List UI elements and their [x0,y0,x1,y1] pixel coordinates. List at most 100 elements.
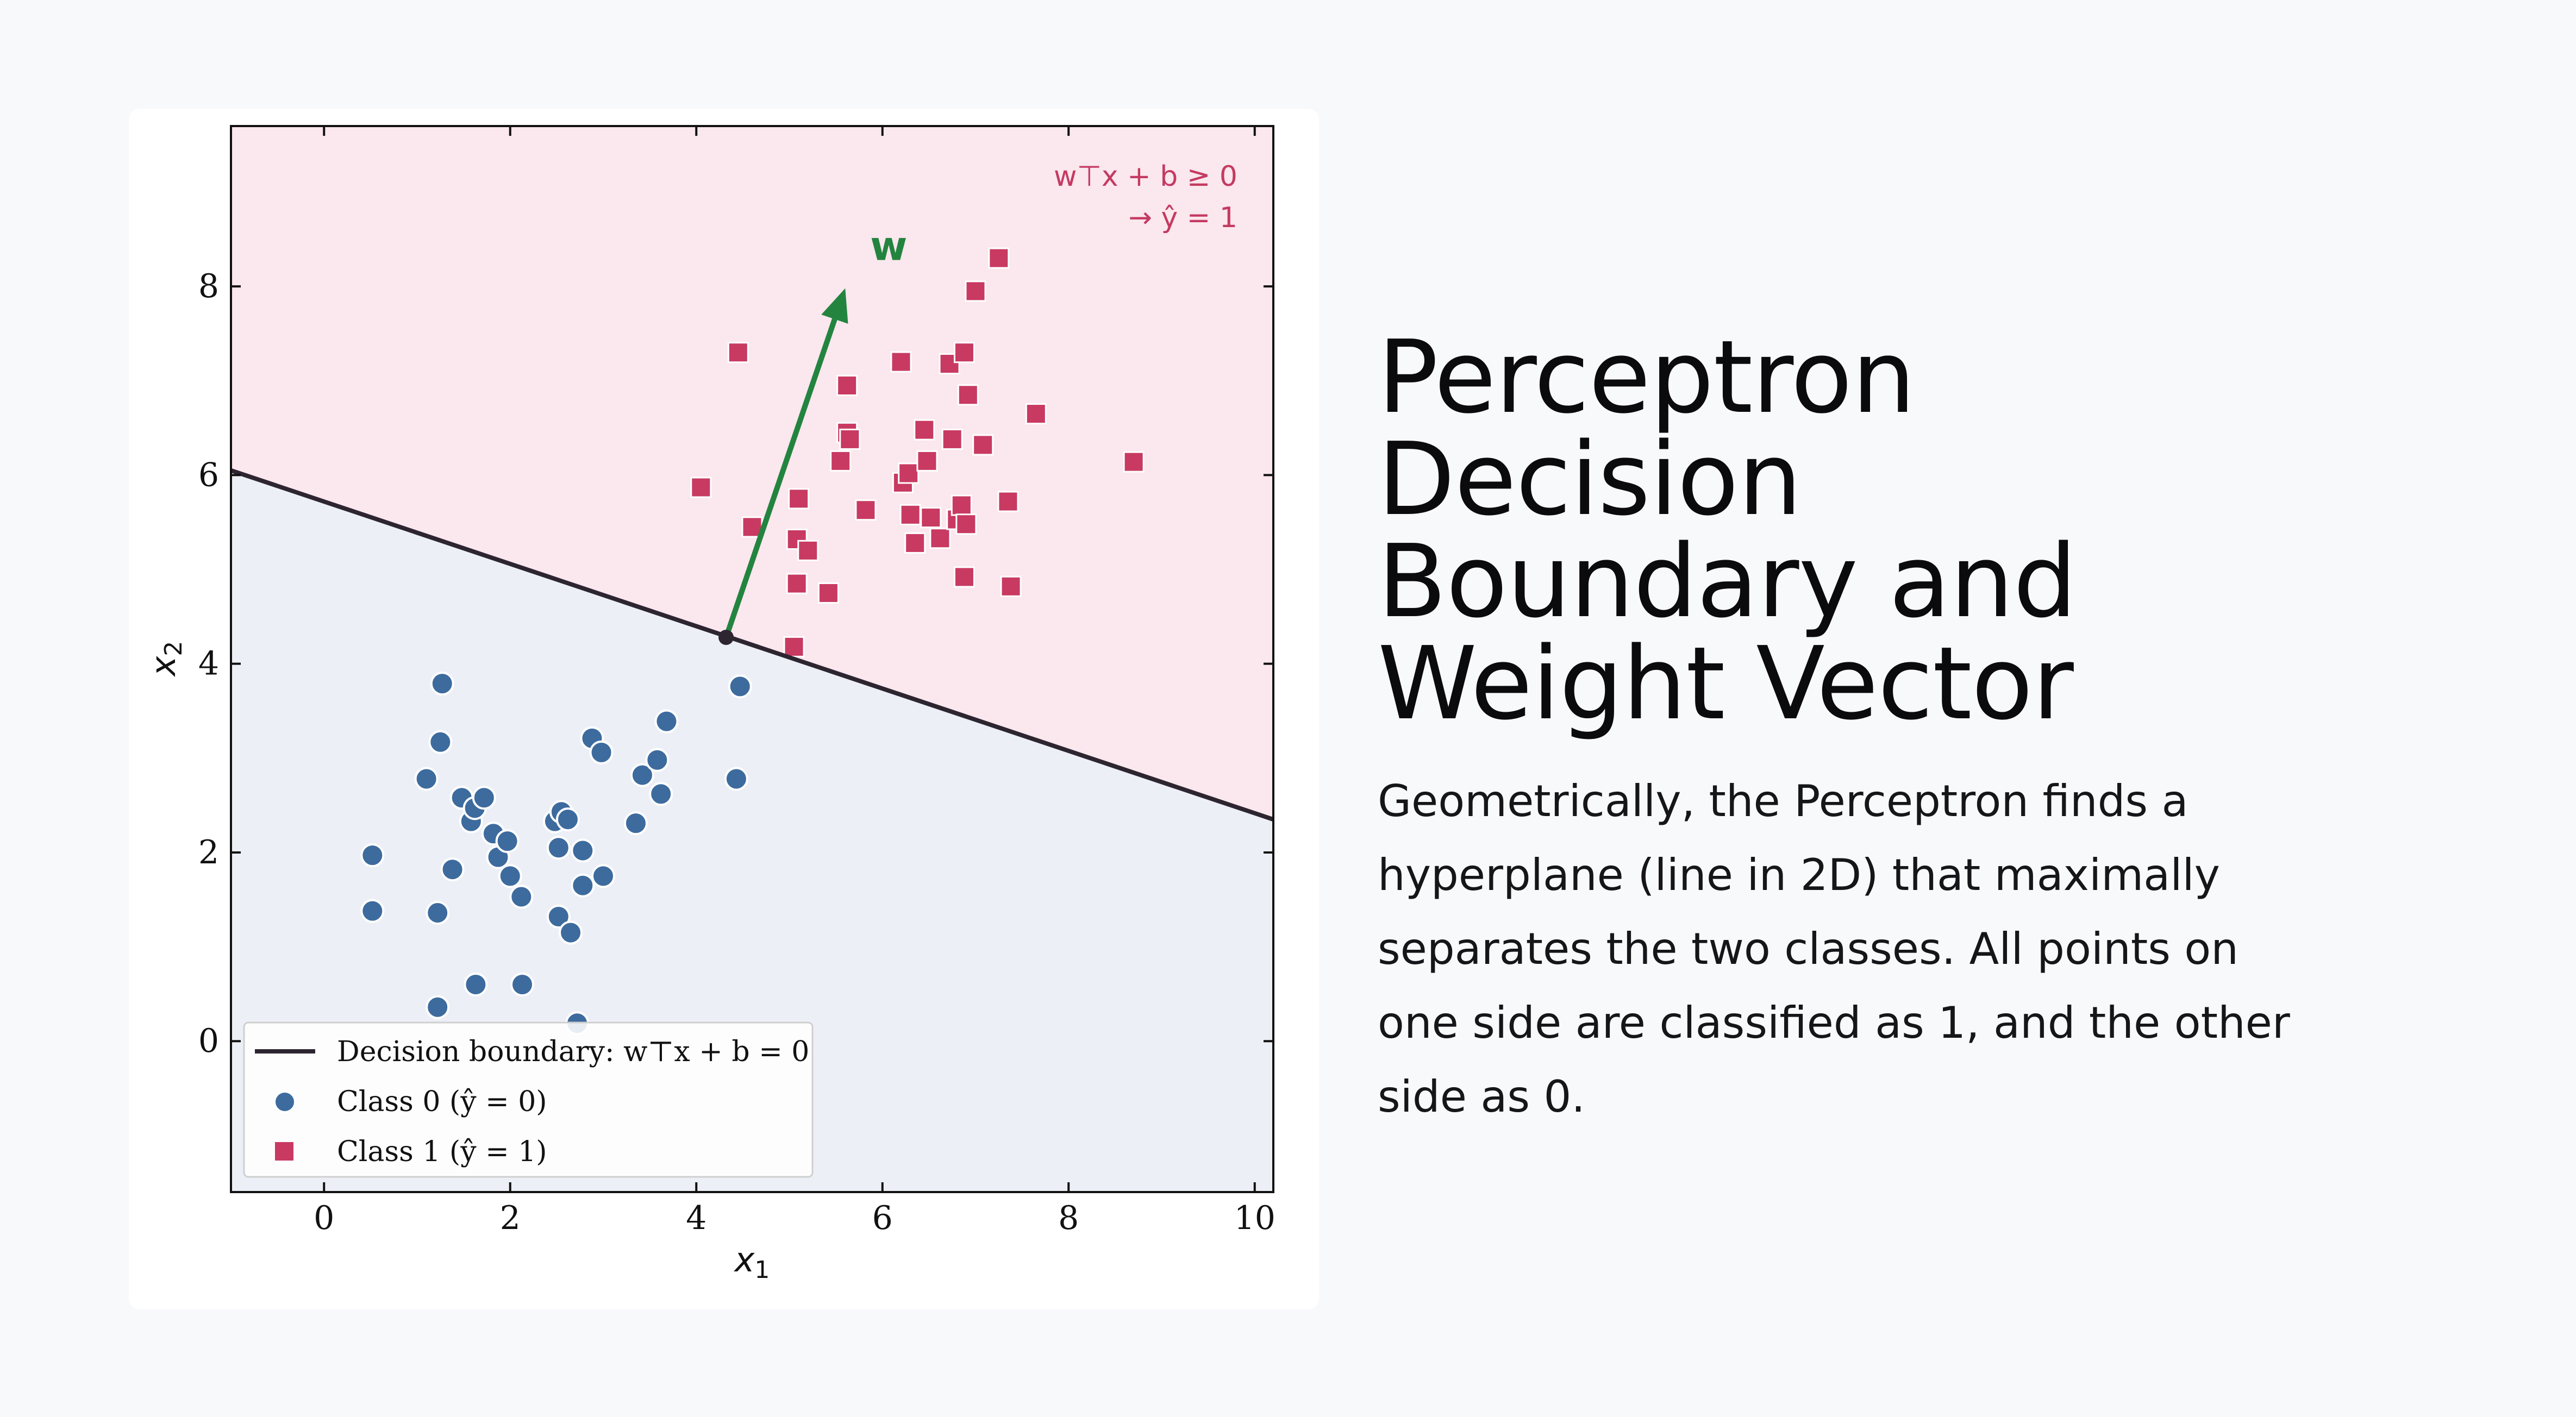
class1-point [920,507,942,529]
class1-point [797,540,819,561]
x-tick-label: 4 [686,1199,706,1237]
class1-point [690,476,712,498]
class0-point [555,807,580,832]
class1-point [916,450,938,472]
class1-point [898,462,920,484]
class1-point [929,528,951,549]
slide-body-line: one side are classified as 1, and the ot… [1378,998,2290,1048]
plot-frame [230,125,1274,1193]
class1-point [783,636,805,657]
class0-point [464,973,488,997]
class1-point [1025,403,1047,425]
weight-vector-arrow-head [821,288,848,324]
class1-point [727,342,749,363]
y-tick-label: 4 [198,645,219,683]
class1-point [939,353,960,375]
class0-point [440,857,465,882]
slide-body-line: separates the two classes. All points on [1378,924,2239,974]
class0-point [509,885,534,909]
class1-region [231,126,1273,820]
class1-point [972,434,994,456]
legend-square-swatch [275,1142,293,1161]
slide-title-line: Weight Vector [1378,625,2074,742]
slide-body-line: side as 0. [1378,1071,1585,1122]
class1-point [1000,575,1022,597]
class0-point [571,873,595,898]
region-annotation-line-1: w⊤x + b ≥ 0 [1054,160,1237,193]
y-tick-label: 2 [198,833,219,871]
x-tick-label: 0 [314,1199,334,1237]
class0-point [430,672,454,696]
class1-point [914,419,935,441]
class0-point [498,864,522,888]
class1-point [899,504,921,525]
class1-point [955,513,977,535]
class1-point [988,247,1010,269]
class1-point [839,428,861,450]
class1-point [836,374,858,396]
class1-point [1123,451,1145,473]
legend-box [243,1021,814,1178]
slide-title-line: Perceptron [1378,318,1916,436]
class0-point [510,973,535,997]
weight-vector-origin [718,630,734,645]
legend-label-class1: Class 1 (ŷ = 1) [337,1136,547,1168]
class0-point [495,829,520,854]
class0-point [571,838,595,863]
class0-point [472,786,496,810]
class0-point [428,730,453,754]
class1-point [904,532,926,554]
chart-legend: Decision boundary: w⊤x + b = 0 Class 0 (… [243,1021,814,1178]
slide-text-block: Perceptron Decision Boundary and Weight … [1378,326,2410,1134]
legend-label-class0: Class 0 (ŷ = 0) [337,1086,547,1118]
class0-point [728,674,752,699]
class1-point [953,566,975,588]
slide-body: Geometrically, the Perceptron finds a hy… [1378,764,2410,1134]
class0-point [645,748,670,772]
slide-body-line: Geometrically, the Perceptron finds a [1378,776,2189,826]
class0-point [724,767,748,791]
legend-label-boundary: Decision boundary: w⊤x + b = 0 [337,1036,809,1068]
class0-point [654,709,679,733]
class1-point [855,499,877,521]
class1-point [997,491,1019,512]
x-tick-label: 2 [500,1199,521,1237]
class1-point [890,351,912,373]
class1-point [965,280,986,302]
y-axis-label: x2 [143,641,187,678]
class0-point [426,995,450,1019]
slide-title: Perceptron Decision Boundary and Weight … [1378,326,2410,735]
class1-point [941,428,963,450]
class1-point [830,450,852,472]
legend-circle-swatch [273,1090,296,1113]
class0-point [623,811,648,836]
y-tick-label: 0 [198,1022,219,1060]
x-tick-label: 10 [1234,1199,1276,1237]
class0-point [414,767,439,791]
figure-card: w 0 2 4 6 8 10 0 2 4 6 8 x1 x2 w⊤x + b ≥ 0 → ŷ = 1… [129,109,1319,1309]
x-tick-label: 8 [1058,1199,1079,1237]
class0-point [360,899,385,923]
y-tick-label: 6 [198,456,219,494]
class1-point [957,384,979,406]
class0-region [231,470,1273,1192]
class1-point [788,488,810,510]
class0-point [360,843,385,868]
class1-point [817,582,839,604]
class0-point [649,782,673,806]
class1-point [951,494,972,516]
class0-point [546,836,571,860]
class0-point [546,905,571,929]
slide-title-line: Decision [1378,421,1802,538]
class1-point [953,342,975,363]
class1-point [786,573,808,594]
region-annotation-line-2: → ŷ = 1 [1128,202,1237,234]
decision-boundary-line [231,468,1273,822]
class0-point [426,901,450,925]
x-axis-label: x1 [734,1240,770,1284]
class0-point [630,763,654,787]
class0-point [591,864,615,888]
y-tick-label: 8 [198,267,219,305]
class0-point [589,740,614,764]
scatter-chart: w 0 2 4 6 8 10 0 2 4 6 8 x1 x2 w⊤x + b ≥ 0 → ŷ = 1… [143,125,1276,1284]
